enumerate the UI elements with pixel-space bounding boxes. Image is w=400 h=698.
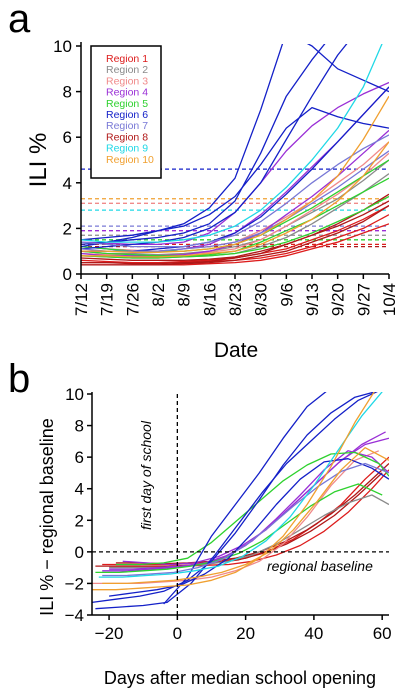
panel-b-x-tick-label: 0 xyxy=(173,624,182,643)
series-line-region-6-17 xyxy=(81,44,326,246)
series-line-region-10-24 xyxy=(81,95,389,253)
series-line-region-9-16 xyxy=(98,392,383,578)
series-line-region-6-11 xyxy=(92,392,377,604)
series-line-region-8-4 xyxy=(81,205,389,266)
series-line-region-7-20 xyxy=(81,134,389,248)
series-line-region-7-21 xyxy=(81,150,389,252)
panel-a-x-tick-label: 9/13 xyxy=(303,283,322,316)
legend-entry-region-3: Region 3 xyxy=(106,75,148,87)
panel-a-x-axis-title: Date xyxy=(214,339,258,362)
panel-a-y-axis-title: ILI % xyxy=(25,133,52,188)
panel-b-x-tick-label: 40 xyxy=(304,624,323,643)
panel-b-letter: b xyxy=(8,357,30,401)
series-line-region-9-23 xyxy=(81,44,383,243)
panel-b-y-tick-label: −2 xyxy=(65,574,84,593)
panel-b-series xyxy=(92,392,389,610)
series-line-region-8-22 xyxy=(81,200,389,261)
panel-a-x-tick-label: 7/26 xyxy=(123,283,142,316)
panel-a-y-tick-label: 6 xyxy=(63,128,72,147)
series-line-region-10-18 xyxy=(102,447,389,585)
series-line-region-6-12 xyxy=(95,392,378,610)
series-line-region-7-15 xyxy=(102,462,389,577)
legend-entry-region-5: Region 5 xyxy=(106,98,148,110)
legend-entry-region-4: Region 4 xyxy=(106,87,148,99)
panel-a-y-tick-label: 4 xyxy=(63,174,72,193)
panel-b-y-tick-label: 2 xyxy=(75,511,84,530)
panel-a-x-tick-label: 9/27 xyxy=(354,283,373,316)
legend-entry-region-1: Region 1 xyxy=(106,53,148,65)
legend-box xyxy=(90,45,162,179)
series-line-region-8-2 xyxy=(115,463,389,565)
panel-a-x-tick-label: 8/16 xyxy=(200,283,219,316)
series-line-region-6-14 xyxy=(109,458,389,597)
series-line-region-3-5 xyxy=(92,450,380,585)
panel-b-y-axis-title: ILI % − regional baseline xyxy=(37,418,57,616)
panel-a-x-tick-label: 10/4 xyxy=(380,283,399,316)
panel-a-y-tick-label: 8 xyxy=(63,83,72,102)
panel-b-x-tick-label: −20 xyxy=(95,624,124,643)
first-day-of-school-label: first day of school xyxy=(138,420,154,530)
legend-entry-region-7: Region 7 xyxy=(106,120,148,132)
series-line-region-6-13 xyxy=(163,392,327,605)
legend-entry-region-2: Region 2 xyxy=(106,64,148,76)
panel-b-x-tick-label: 20 xyxy=(236,624,255,643)
legend-entry-region-10: Region 10 xyxy=(106,154,154,166)
series-line-region-6-19 xyxy=(81,106,389,241)
panel-a-x-tick-label: 8/2 xyxy=(149,283,168,307)
series-line-region-5-13 xyxy=(81,195,389,259)
series-line-region-6-16 xyxy=(81,44,348,250)
panel-b-reference-lines xyxy=(92,394,389,615)
legend-entry-region-6: Region 6 xyxy=(106,109,148,121)
series-line-region-10-17 xyxy=(92,392,375,591)
panel-a-y-tick-label: 10 xyxy=(53,37,72,56)
panel-a-x-tick-label: 8/23 xyxy=(226,283,245,316)
panel-b-y-tick-label: 8 xyxy=(75,417,84,436)
panel-a-series xyxy=(81,44,389,266)
panel-a-y-tick-label: 2 xyxy=(63,219,72,238)
panel-a-x-tick-label: 9/20 xyxy=(329,283,348,316)
panel-a-x-tick-label: 8/30 xyxy=(252,283,271,316)
panel-a-x-tick-label: 8/9 xyxy=(175,283,194,307)
panel-a-x-tick-label: 7/19 xyxy=(98,283,117,316)
legend-entry-region-8: Region 8 xyxy=(106,131,148,143)
series-line-region-8-3 xyxy=(95,472,383,567)
panel-b-y-tick-label: 0 xyxy=(75,543,84,562)
panel-a-y-tick-label: 0 xyxy=(63,265,72,284)
series-line-region-8-3 xyxy=(81,193,389,265)
legend-entry-region-9: Region 9 xyxy=(106,143,148,155)
panel-a-letter: a xyxy=(8,0,31,41)
panel-a-axes: 0 2 4 6 8 10 7/12 7/19 7/26 8/2 8/9 8/16 8/23 8/30 9/6… xyxy=(53,37,399,316)
regional-baseline-label: regional baseline xyxy=(267,558,373,574)
series-line-region-10-25 xyxy=(81,141,389,258)
panel-b-x-axis-title: Days after median school opening xyxy=(104,668,376,688)
series-line-region-2-6 xyxy=(81,159,389,256)
panel-b-y-tick-label: −4 xyxy=(65,606,84,625)
panel-b-y-tick-label: 10 xyxy=(65,385,84,404)
series-line-region-5-9 xyxy=(115,451,389,566)
series-line-region-5-10 xyxy=(95,483,383,574)
panel-a-x-tick-label: 9/6 xyxy=(277,283,296,307)
panel-b: b ILI % − regional baseline Days after m… xyxy=(8,357,392,688)
panel-a-x-tick-label: 7/12 xyxy=(72,283,91,316)
panel-b-y-tick-label: 6 xyxy=(75,448,84,467)
panel-b-y-tick-label: 4 xyxy=(75,480,84,499)
series-line-region-6-15 xyxy=(81,44,389,248)
panel-b-x-tick-label: 60 xyxy=(373,624,392,643)
